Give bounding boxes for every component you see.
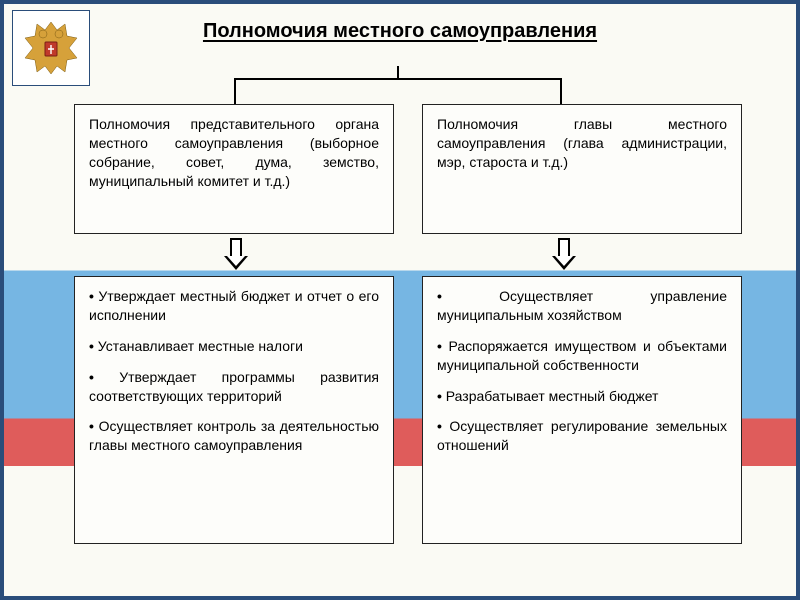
- list-item: Утверждает программы развития соответств…: [89, 368, 379, 406]
- powers-list: Утверждает местный бюджет и отчет о его …: [89, 287, 379, 455]
- connector: [560, 78, 562, 104]
- list-item: Устанавливает местные налоги: [89, 337, 379, 356]
- box-head-powers: Осуществляет управление муниципальным хо…: [422, 276, 742, 544]
- list-item: Утверждает местный бюджет и отчет о его …: [89, 287, 379, 325]
- connector: [234, 78, 562, 80]
- slide-frame: Полномочия местного самоуправления Полно…: [0, 0, 800, 600]
- list-item: Осуществляет управление муниципальным хо…: [437, 287, 727, 325]
- box-representative-body: Полномочия представительного органа мест…: [74, 104, 394, 234]
- slide-title: Полномочия местного самоуправления: [4, 18, 796, 44]
- connector: [234, 78, 236, 104]
- list-item: Распоряжается имуществом и объектами мун…: [437, 337, 727, 375]
- list-item: Осуществляет контроль за деятельностью г…: [89, 417, 379, 455]
- box-text: Полномочия представительного органа мест…: [89, 116, 379, 189]
- arrow-down-icon: [224, 238, 248, 272]
- box-head-of-local-gov: Полномочия главы местного самоуправления…: [422, 104, 742, 234]
- arrow-down-icon: [552, 238, 576, 272]
- box-text: Полномочия главы местного самоуправления…: [437, 116, 727, 170]
- box-representative-powers: Утверждает местный бюджет и отчет о его …: [74, 276, 394, 544]
- list-item: Осуществляет регулирование земельных отн…: [437, 417, 727, 455]
- powers-list: Осуществляет управление муниципальным хо…: [437, 287, 727, 455]
- list-item: Разрабатывает местный бюджет: [437, 387, 727, 406]
